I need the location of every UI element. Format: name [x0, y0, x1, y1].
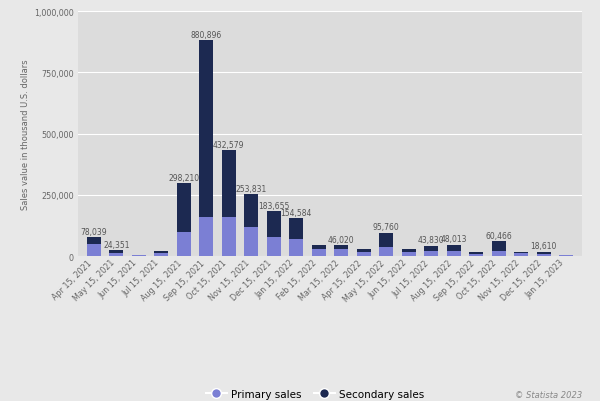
Bar — [469, 253, 483, 254]
Bar — [559, 255, 573, 256]
Text: 432,579: 432,579 — [213, 140, 245, 149]
Bar — [492, 242, 506, 251]
Bar — [379, 233, 393, 247]
Bar — [109, 251, 123, 253]
Text: 24,351: 24,351 — [103, 240, 130, 249]
Bar — [312, 250, 326, 257]
Bar — [267, 212, 281, 237]
Bar — [469, 254, 483, 257]
Text: 43,830: 43,830 — [418, 235, 445, 245]
Bar — [402, 252, 416, 257]
Text: 60,466: 60,466 — [485, 231, 512, 240]
Bar — [244, 194, 258, 227]
Text: 253,831: 253,831 — [236, 184, 267, 193]
Bar — [357, 250, 371, 252]
Bar — [154, 251, 168, 254]
Text: 183,655: 183,655 — [258, 201, 289, 210]
Bar — [312, 246, 326, 250]
Text: 298,210: 298,210 — [168, 173, 199, 182]
Bar — [357, 252, 371, 257]
Text: © Statista 2023: © Statista 2023 — [515, 390, 582, 399]
Bar — [514, 254, 528, 257]
Bar — [492, 251, 506, 257]
Bar — [379, 247, 393, 257]
Bar — [177, 232, 191, 257]
Bar — [177, 184, 191, 232]
Bar — [289, 219, 303, 239]
Text: 18,610: 18,610 — [530, 242, 557, 251]
Text: 48,013: 48,013 — [440, 235, 467, 243]
Bar — [559, 256, 573, 257]
Bar — [244, 227, 258, 257]
Bar — [289, 239, 303, 257]
Bar — [87, 245, 101, 257]
Bar — [537, 255, 551, 257]
Bar — [109, 253, 123, 257]
Bar — [154, 254, 168, 257]
Y-axis label: Sales value in thousand U.S. dollars: Sales value in thousand U.S. dollars — [21, 59, 30, 209]
Bar — [199, 41, 213, 217]
Bar — [334, 245, 348, 249]
Bar — [447, 252, 461, 257]
Bar — [222, 151, 236, 217]
Bar — [87, 237, 101, 245]
Bar — [402, 249, 416, 252]
Bar — [514, 252, 528, 254]
Bar — [334, 249, 348, 257]
Bar — [267, 237, 281, 257]
Bar — [424, 246, 438, 252]
Bar — [222, 217, 236, 257]
Text: 78,039: 78,039 — [80, 227, 107, 236]
Legend: Primary sales, Secondary sales: Primary sales, Secondary sales — [202, 385, 428, 401]
Text: 154,584: 154,584 — [281, 209, 312, 217]
Bar — [447, 245, 461, 252]
Bar — [132, 255, 146, 256]
Text: 95,760: 95,760 — [373, 223, 400, 232]
Text: 46,020: 46,020 — [328, 235, 355, 244]
Bar — [424, 252, 438, 257]
Bar — [537, 252, 551, 255]
Bar — [132, 256, 146, 257]
Bar — [199, 217, 213, 257]
Text: 880,896: 880,896 — [191, 31, 222, 40]
